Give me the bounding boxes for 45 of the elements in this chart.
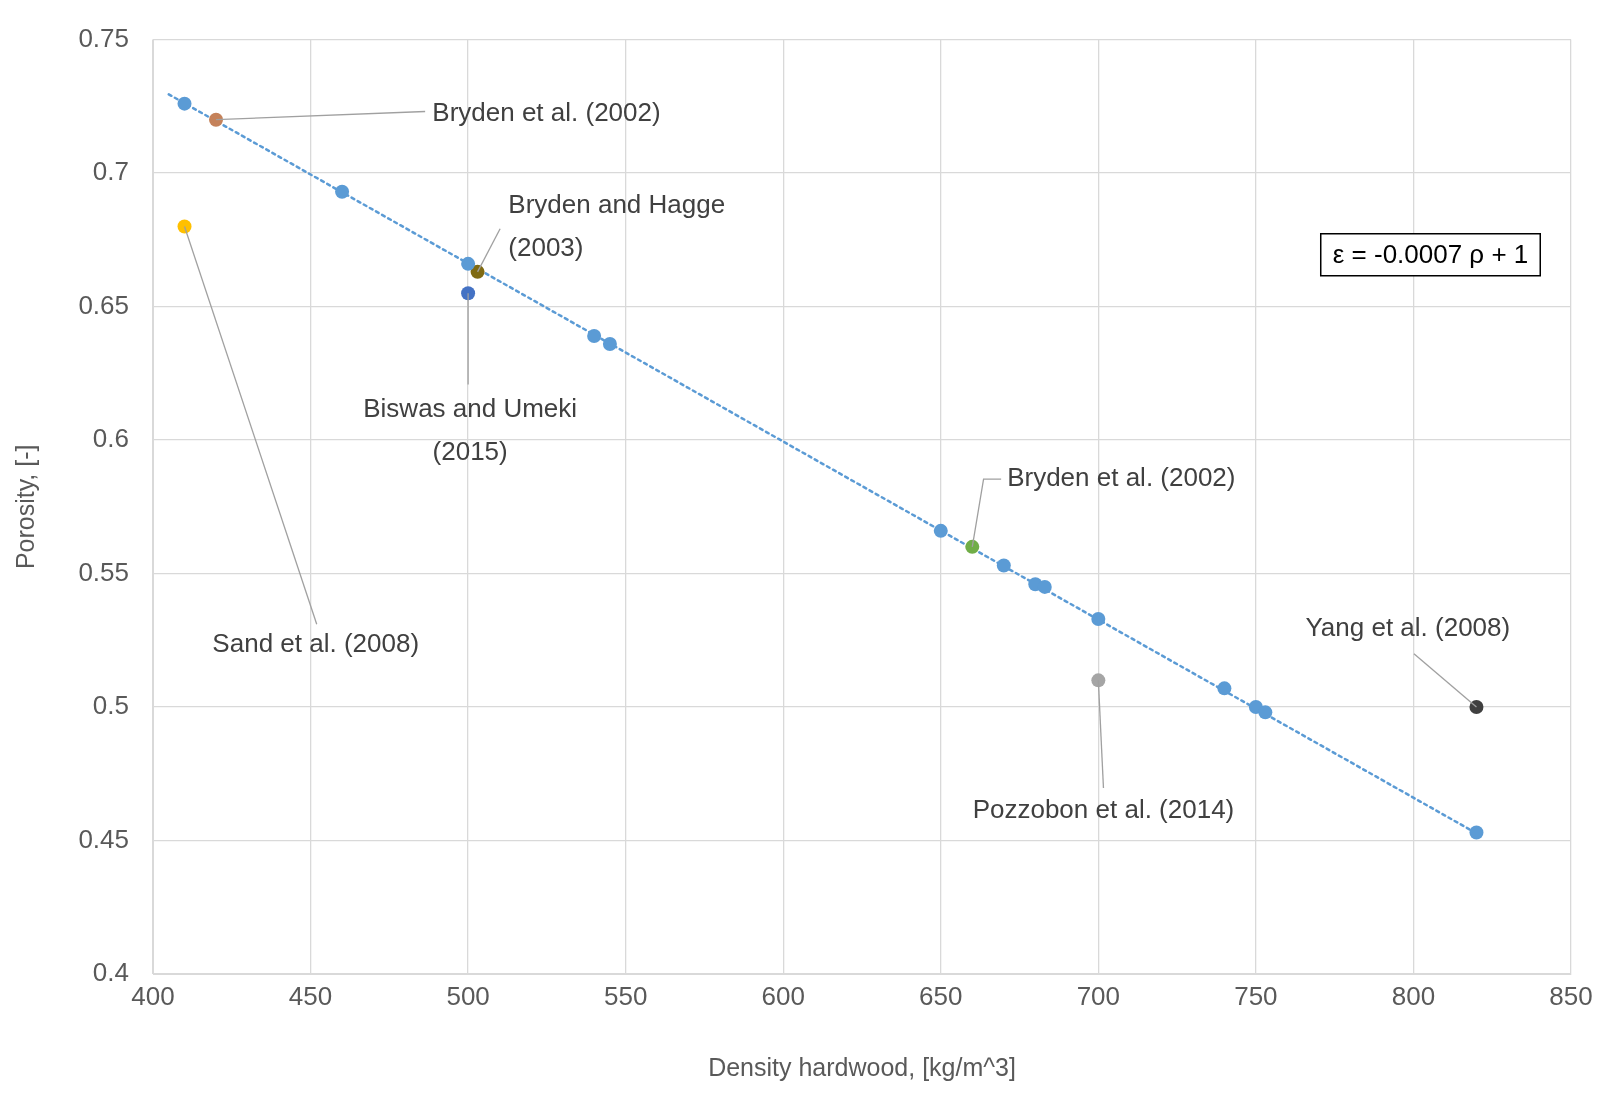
x-tick-label: 850 bbox=[1549, 980, 1593, 1011]
y-tick-label: 0.45 bbox=[78, 823, 129, 854]
point bbox=[1091, 673, 1106, 688]
point bbox=[933, 523, 948, 538]
point bbox=[335, 184, 350, 199]
point bbox=[209, 112, 224, 127]
point bbox=[1469, 825, 1484, 840]
point bbox=[1217, 681, 1232, 696]
point bbox=[1469, 700, 1484, 715]
x-axis-title: Density hardwood, [kg/m^3] bbox=[708, 1052, 1016, 1081]
point bbox=[177, 96, 192, 111]
y-tick-label: 0.6 bbox=[92, 423, 129, 454]
point bbox=[1037, 579, 1052, 594]
text: Sand et al. (2008) bbox=[212, 627, 420, 658]
point bbox=[461, 286, 476, 301]
x-tick-label: 750 bbox=[1234, 980, 1278, 1011]
x-tick-label: 600 bbox=[761, 980, 805, 1011]
x-tick-label: 650 bbox=[919, 980, 963, 1011]
point bbox=[587, 328, 602, 343]
y-tick-label: 0.65 bbox=[78, 289, 129, 320]
series-label: Bryden and Hagge (2003) bbox=[508, 189, 726, 263]
x-tick-label: 500 bbox=[446, 980, 490, 1011]
text: Yang et al. (2008) bbox=[1305, 612, 1511, 643]
y-tick-label: 0.75 bbox=[78, 22, 129, 53]
x-tick-label: 550 bbox=[603, 980, 648, 1011]
y-tick-label: 0.5 bbox=[92, 690, 129, 721]
y-tick-label: 0.7 bbox=[92, 156, 129, 187]
point bbox=[461, 256, 476, 271]
text: Bryden et al. (2002) bbox=[432, 96, 661, 127]
y-tick-label: 0.55 bbox=[78, 556, 129, 587]
text: Pozzobon et al. (2014) bbox=[972, 793, 1235, 824]
x-tick-label: 450 bbox=[288, 980, 333, 1011]
x-tick-label: 700 bbox=[1076, 980, 1121, 1011]
y-tick-label: 0.4 bbox=[92, 957, 129, 988]
point bbox=[602, 336, 617, 351]
annotation: ε = -0.0007 ρ + 1 bbox=[1332, 239, 1529, 270]
text: Bryden et al. (2002) bbox=[1007, 462, 1236, 493]
x-tick-label: 400 bbox=[131, 980, 175, 1011]
point bbox=[965, 539, 980, 554]
x-tick-label: 800 bbox=[1391, 980, 1436, 1011]
point bbox=[1091, 611, 1106, 626]
point bbox=[1258, 705, 1273, 720]
point bbox=[996, 558, 1011, 573]
y-axis-title: Porosity, [-] bbox=[10, 444, 39, 570]
text: Biswas and Umeki (2015) bbox=[363, 393, 578, 467]
